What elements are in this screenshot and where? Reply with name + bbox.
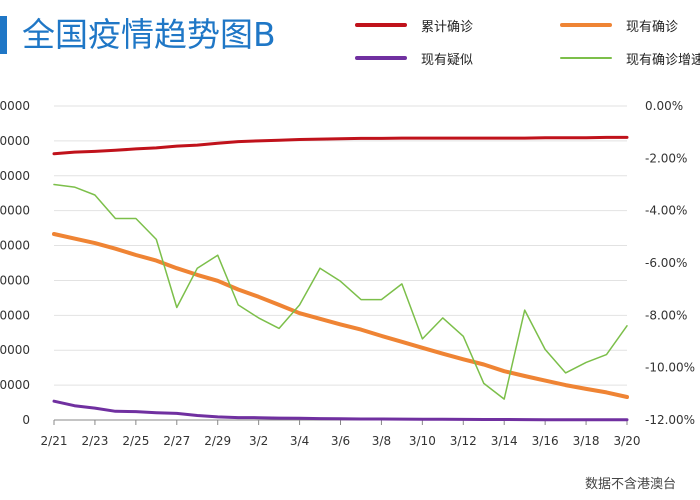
- x-tick-label: 2/29: [204, 434, 231, 448]
- footnote: 数据不含港澳台: [584, 477, 676, 492]
- y-left-tick-label: 0000: [0, 134, 30, 148]
- series-line-suspected: [52, 399, 629, 422]
- legend-item-cumulative: 累计确诊: [355, 14, 473, 36]
- x-tick-label: 2/27: [163, 434, 190, 448]
- legend-item-growth: 现有确诊增速: [560, 47, 700, 69]
- x-tick-label: 2/23: [81, 434, 108, 448]
- x-tick-label: 3/16: [532, 434, 559, 448]
- y-right-tick-label: -10.00%: [645, 361, 695, 375]
- y-left-tick-label: 0000: [0, 99, 30, 113]
- x-tick-label: 3/14: [491, 434, 518, 448]
- series-line-growth: [53, 183, 628, 400]
- y-left-tick-label: 0000: [0, 308, 30, 322]
- legend-label-cumulative: 累计确诊: [421, 19, 474, 35]
- legend-label-growth: 现有确诊增速: [626, 52, 700, 68]
- y-left-tick-label: 0000: [0, 378, 30, 392]
- y-right-tick-label: -6.00%: [645, 256, 687, 270]
- x-tick-label: 2/25: [122, 434, 149, 448]
- x-tick-label: 3/10: [409, 434, 436, 448]
- y-left-tick-label: 0000: [0, 343, 30, 357]
- x-tick-label: 3/18: [573, 434, 600, 448]
- title-bar: 全国疫情趋势图B: [0, 12, 340, 58]
- legend-label-suspected: 现有疑似: [421, 52, 474, 68]
- y-right-tick-label: -2.00%: [645, 151, 687, 165]
- chart-title: 全国疫情趋势图B: [22, 15, 276, 54]
- legend-label-current: 现有确诊: [626, 19, 679, 35]
- x-tick-label: 3/20: [614, 434, 641, 448]
- legend-item-current: 现有确诊: [560, 14, 678, 36]
- series-line-cumulative: [52, 135, 629, 156]
- x-tick-label: 3/4: [290, 434, 309, 448]
- y-left-tick-label: 0000: [0, 204, 30, 218]
- legend-swatch-cumulative: [355, 23, 407, 27]
- y-right-tick-label: -4.00%: [645, 204, 687, 218]
- legend-swatch-suspected: [355, 56, 407, 60]
- legend-item-suspected: 现有疑似: [355, 47, 473, 69]
- y-right-tick-label: -12.00%: [645, 413, 695, 427]
- legend-swatch-current: [560, 23, 612, 27]
- x-tick-label: 3/12: [450, 434, 477, 448]
- y-right-tick-label: -8.00%: [645, 308, 687, 322]
- legend: 累计确诊 现有确诊 现有疑似 现有确诊增速: [355, 14, 700, 70]
- y-left-tick-label: 0000: [0, 273, 30, 287]
- legend-swatch-growth: [560, 57, 612, 59]
- x-tick-label: 3/6: [331, 434, 350, 448]
- series-line-current: [52, 232, 629, 399]
- x-tick-label: 3/2: [249, 434, 268, 448]
- y-right-tick-label: 0.00%: [645, 99, 683, 113]
- x-tick-label: 2/21: [41, 434, 68, 448]
- title-accent-bar: [0, 16, 7, 54]
- x-tick-label: 3/8: [372, 434, 391, 448]
- y-left-tick-label: 0000: [0, 169, 30, 183]
- y-left-tick-label: 0000: [0, 239, 30, 253]
- y-left-tick-label: 0: [22, 413, 30, 427]
